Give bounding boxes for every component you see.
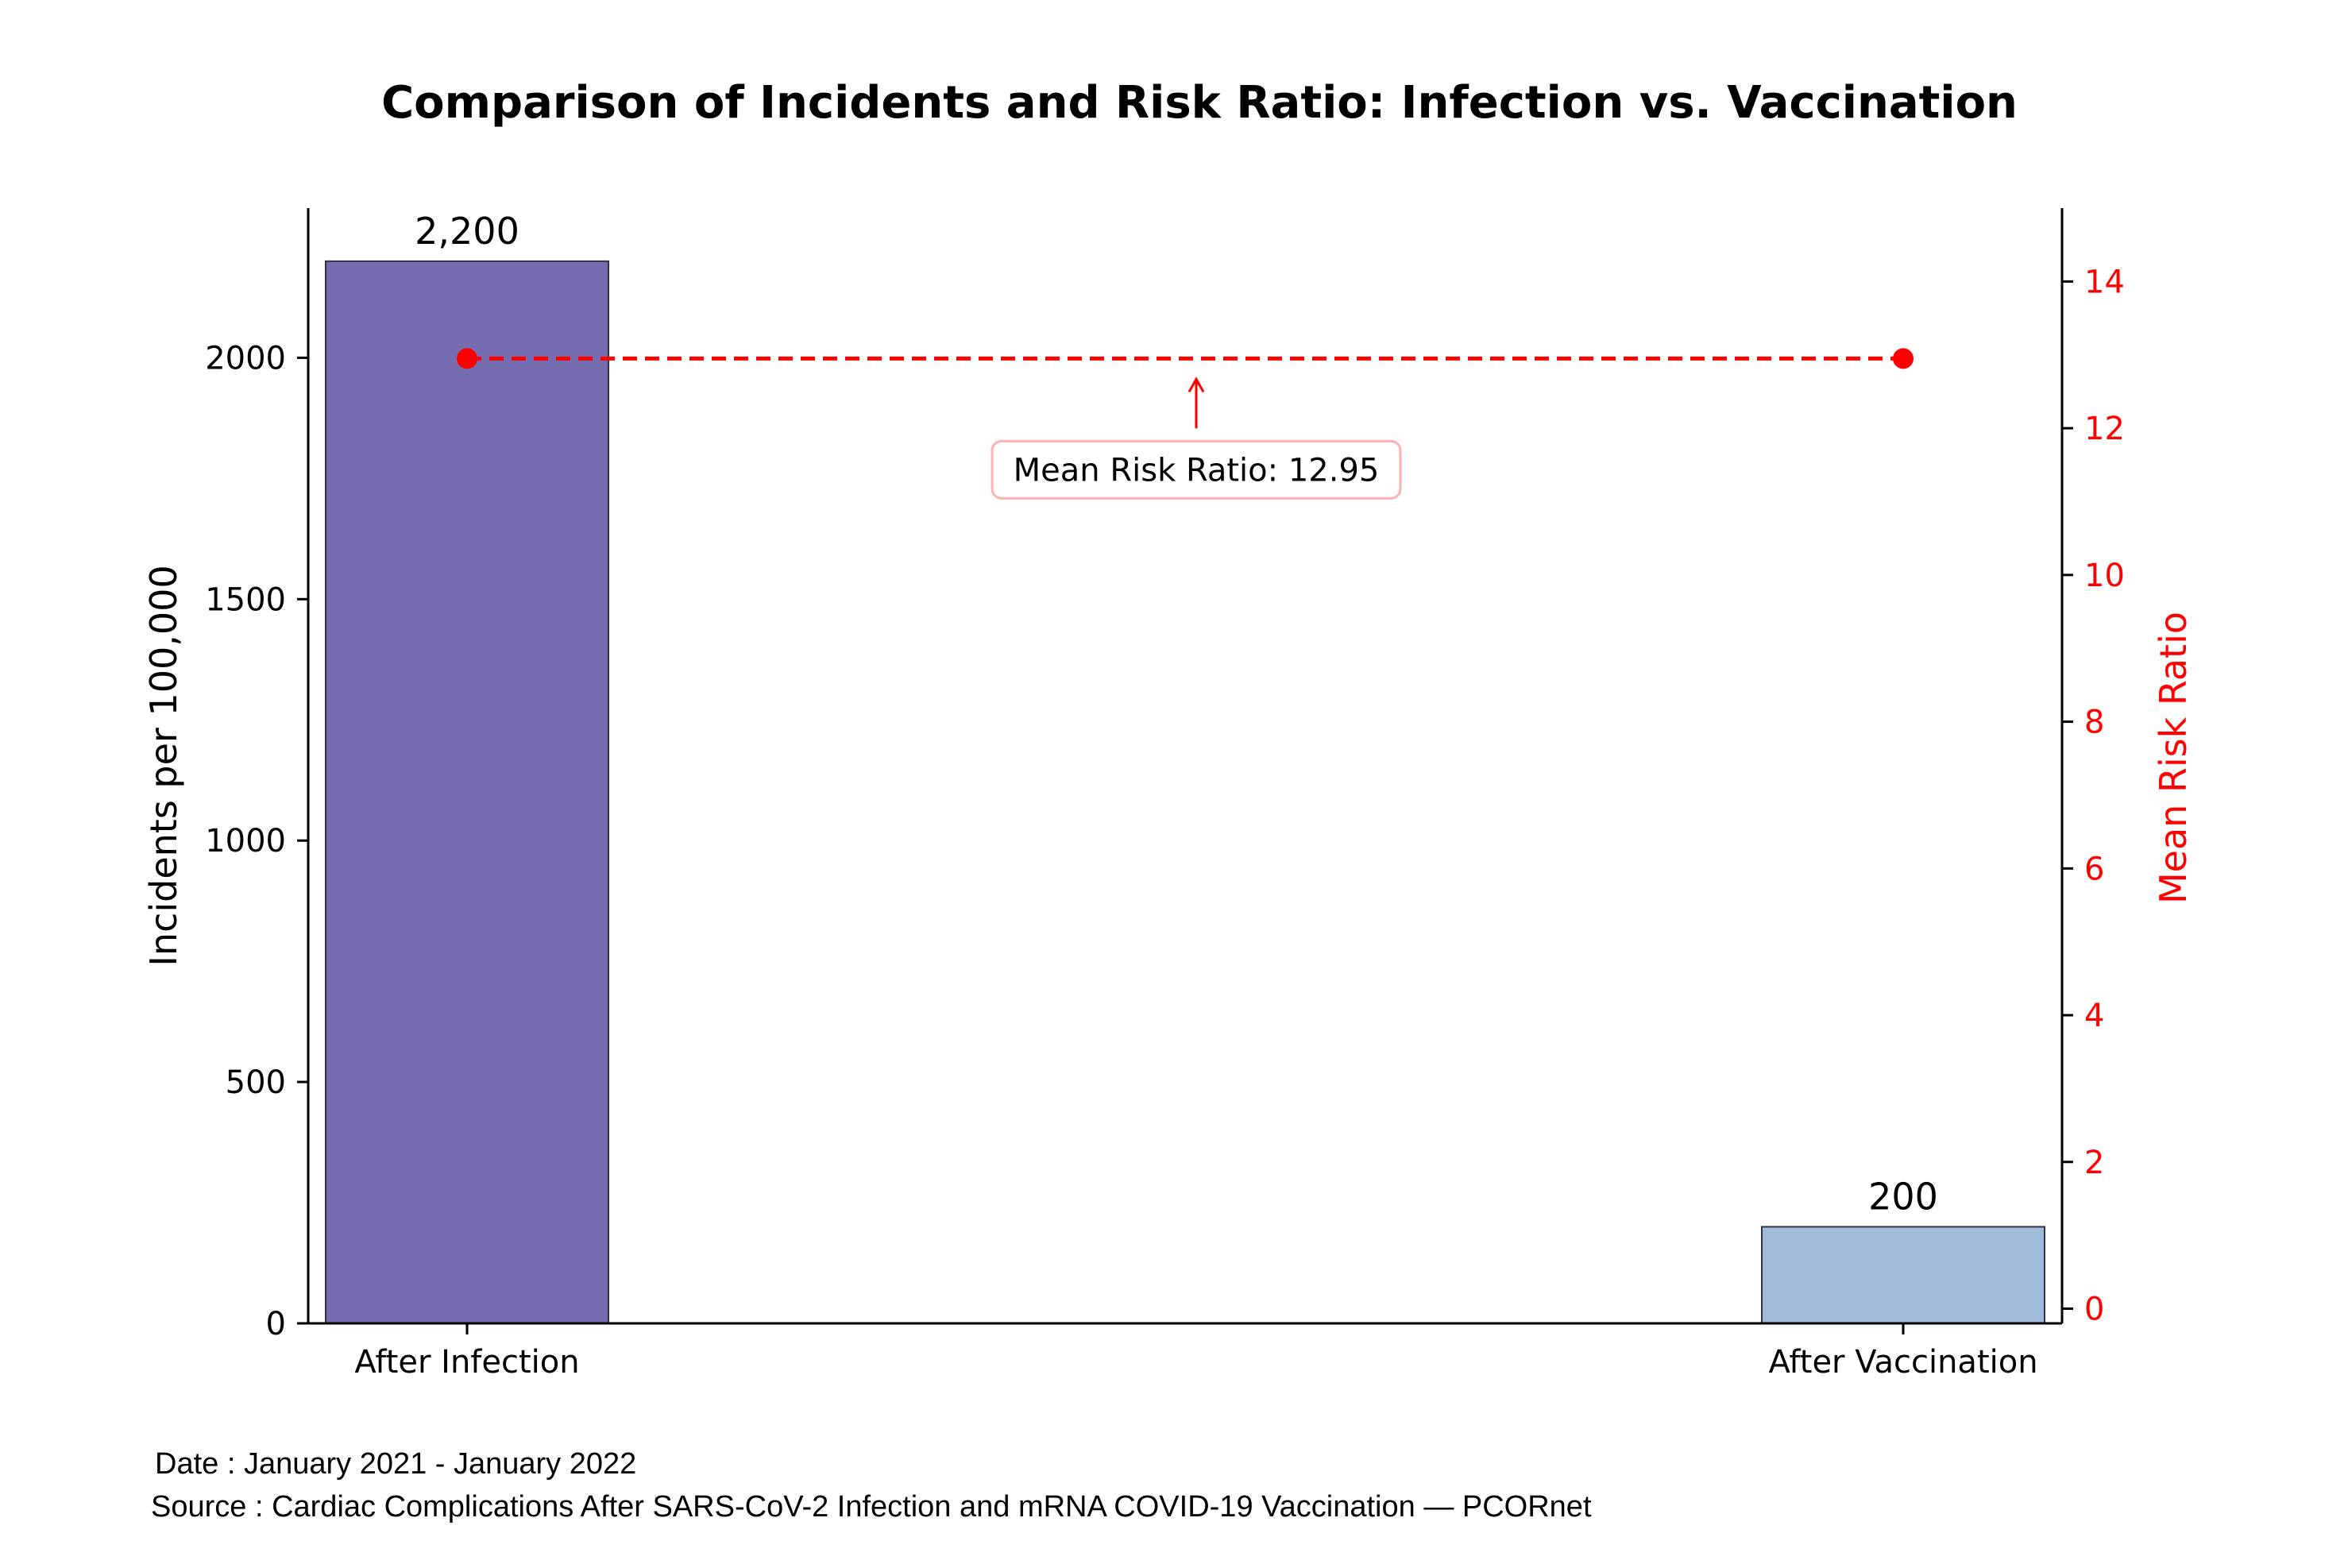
left-tick-label: 1000 (205, 823, 286, 859)
right-tick-label: 14 (2084, 264, 2125, 300)
risk-ratio-series (457, 348, 1914, 369)
left-tick-label: 0 (266, 1306, 286, 1342)
bar-value-label: 200 (1868, 1175, 1938, 1218)
left-tick-label: 2000 (205, 340, 286, 377)
bar-value-label: 2,200 (415, 210, 519, 253)
right-tick-label: 12 (2084, 411, 2125, 447)
left-tick-label: 500 (226, 1064, 286, 1101)
right-tick-label: 4 (2084, 998, 2104, 1034)
right-tick-label: 2 (2084, 1145, 2104, 1181)
right-tick-label: 0 (2084, 1292, 2104, 1328)
annotation-arrow-head (1188, 377, 1205, 393)
annotation-box (991, 439, 1402, 500)
x-tick-label: After Vaccination (1768, 1344, 2037, 1381)
chart-title: Comparison of Incidents and Risk Ratio: … (381, 77, 2018, 129)
bar-value-labels: 2,200 200 (415, 210, 1938, 1218)
x-axis-ticks: After Infection After Vaccination (354, 1323, 2038, 1381)
footnote-source: Source : Cardiac Complications After SAR… (151, 1490, 1592, 1524)
footnote-date: Date : January 2021 - January 2022 (155, 1447, 637, 1481)
risk-ratio-point (1893, 348, 1914, 369)
secondary-y-axis-label: Mean Risk Ratio (2152, 612, 2195, 904)
x-tick-label: After Infection (354, 1344, 579, 1381)
y-axis-label: Incidents per 100,000 (142, 565, 185, 966)
right-tick-label: 10 (2084, 558, 2125, 594)
annotation-text: Mean Risk Ratio: 12.95 (1014, 452, 1380, 489)
risk-ratio-annotation: Mean Risk Ratio: 12.95 (991, 377, 1402, 500)
bar (1761, 1226, 2045, 1324)
bars (325, 260, 2045, 1324)
risk-ratio-point (457, 348, 477, 369)
right-tick-label: 6 (2084, 851, 2104, 887)
left-axis-ticks: 0 500 1000 1500 2000 (205, 340, 308, 1342)
right-tick-label: 8 (2084, 705, 2104, 741)
bar (325, 260, 609, 1324)
left-tick-label: 1500 (205, 581, 286, 618)
right-axis-ticks: 0 2 4 6 8 10 12 14 (2062, 264, 2125, 1328)
